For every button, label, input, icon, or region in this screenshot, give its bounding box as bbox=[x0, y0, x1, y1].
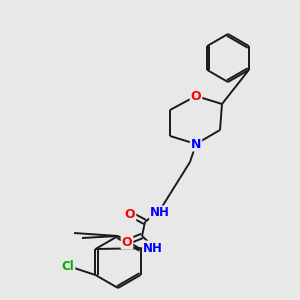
Text: NH: NH bbox=[143, 242, 163, 254]
Text: O: O bbox=[191, 89, 201, 103]
Text: O: O bbox=[125, 208, 135, 220]
Text: N: N bbox=[191, 137, 201, 151]
Text: O: O bbox=[122, 236, 132, 248]
Text: NH: NH bbox=[150, 206, 170, 220]
Text: Cl: Cl bbox=[61, 260, 74, 272]
